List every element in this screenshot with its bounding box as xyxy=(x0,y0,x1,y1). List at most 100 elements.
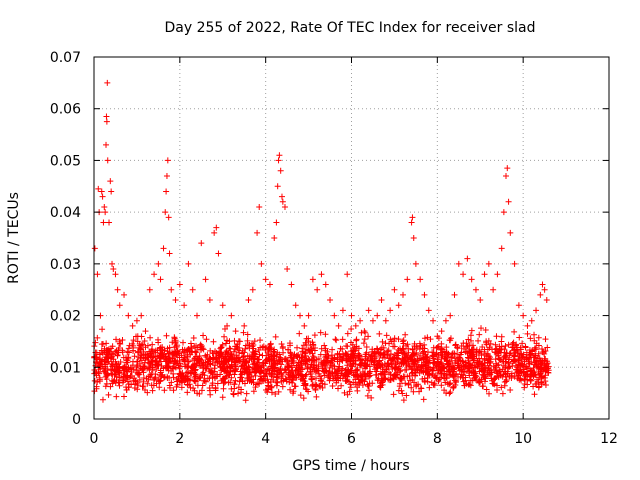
grid-lines xyxy=(94,57,609,419)
data-point-cloud xyxy=(169,349,176,356)
data-point-cloud xyxy=(476,358,483,365)
data-point-cloud xyxy=(227,368,234,375)
data-point-cloud xyxy=(392,365,399,372)
data-point-cloud xyxy=(108,367,115,374)
data-point-cloud xyxy=(447,389,454,396)
data-point-cloud xyxy=(246,372,253,379)
data-point-cloud xyxy=(206,375,213,382)
data-point-cloud xyxy=(525,360,532,367)
data-point-cloud xyxy=(189,357,196,364)
data-point-cloud xyxy=(154,363,161,370)
data-point-cloud xyxy=(477,378,484,385)
data-point-cloud xyxy=(144,389,151,396)
data-point-cloud xyxy=(339,345,346,352)
data-point xyxy=(494,271,501,278)
data-point-cloud xyxy=(397,367,404,374)
data-point-cloud xyxy=(408,384,415,391)
data-point xyxy=(301,322,308,329)
data-point xyxy=(157,276,164,283)
data-point-cloud xyxy=(157,344,164,351)
data-point xyxy=(374,312,381,319)
data-point xyxy=(102,209,109,216)
data-point-cloud xyxy=(203,336,210,343)
data-point-cloud xyxy=(241,349,248,356)
data-point-cloud xyxy=(399,390,406,397)
data-point-cloud xyxy=(254,380,261,387)
data-point-cloud xyxy=(397,375,404,382)
data-point-cloud xyxy=(311,332,318,339)
data-point-cloud xyxy=(498,343,505,350)
data-point-cloud xyxy=(198,343,205,350)
data-point-cloud xyxy=(431,380,438,387)
data-point-cloud xyxy=(277,366,284,373)
data-point-cloud xyxy=(476,331,483,338)
data-point-cloud xyxy=(443,373,450,380)
data-point-cloud xyxy=(176,365,183,372)
data-point-cloud xyxy=(153,380,160,387)
data-point-cloud xyxy=(402,352,409,359)
data-point-cloud xyxy=(530,372,537,379)
data-point xyxy=(138,312,145,319)
data-point-cloud xyxy=(333,379,340,386)
data-point-cloud xyxy=(281,367,288,374)
data-point xyxy=(447,312,454,319)
data-point-cloud xyxy=(131,375,138,382)
data-point-cloud xyxy=(447,380,454,387)
data-point xyxy=(543,297,550,304)
data-point-cloud xyxy=(307,369,314,376)
data-point-cloud xyxy=(279,343,286,350)
data-point-cloud xyxy=(218,344,225,351)
data-point-cloud xyxy=(246,364,253,371)
data-point xyxy=(151,271,158,278)
data-point-cloud xyxy=(466,363,473,370)
data-point-cloud xyxy=(187,351,194,358)
data-point-cloud xyxy=(406,363,413,370)
data-point xyxy=(133,317,140,324)
data-point-cloud xyxy=(194,390,201,397)
data-point-cloud xyxy=(184,389,191,396)
data-point-cloud xyxy=(393,364,400,371)
data-point-cloud xyxy=(262,344,269,351)
data-point xyxy=(103,118,110,125)
data-point-cloud xyxy=(450,383,457,390)
data-point-cloud xyxy=(299,350,306,357)
data-point xyxy=(241,322,248,329)
data-point-cloud xyxy=(110,356,117,363)
data-point-cloud xyxy=(483,338,490,345)
data-point-cloud xyxy=(297,392,304,399)
data-point-cloud xyxy=(179,373,186,380)
data-point-cloud xyxy=(299,365,306,372)
data-point-cloud xyxy=(113,377,120,384)
data-point-cloud xyxy=(109,363,116,370)
data-point xyxy=(275,157,282,164)
data-point-cloud xyxy=(459,357,466,364)
data-point-cloud xyxy=(244,342,251,349)
data-point-cloud xyxy=(453,377,460,384)
data-point-cloud xyxy=(206,384,213,391)
data-point xyxy=(232,328,239,335)
data-point-cloud xyxy=(442,379,449,386)
data-point-cloud xyxy=(497,372,504,379)
data-point-cloud xyxy=(430,360,437,367)
data-point-cloud xyxy=(166,382,173,389)
data-point-cloud xyxy=(294,354,301,361)
data-point-cloud xyxy=(265,351,272,358)
data-point-cloud xyxy=(414,355,421,362)
data-point-cloud xyxy=(202,352,209,359)
data-point-cloud xyxy=(352,376,359,383)
data-point-cloud xyxy=(283,378,290,385)
data-point-cloud xyxy=(495,352,502,359)
data-point-cloud xyxy=(485,371,492,378)
data-point-cloud xyxy=(256,380,263,387)
data-point-cloud xyxy=(238,363,245,370)
data-point-cloud xyxy=(391,351,398,358)
data-point-cloud xyxy=(333,337,340,344)
data-point-cloud xyxy=(466,348,473,355)
data-point-cloud xyxy=(127,372,134,379)
data-point xyxy=(472,286,479,293)
data-point-cloud xyxy=(218,359,225,366)
data-point-cloud xyxy=(350,357,357,364)
data-point-cloud xyxy=(416,388,423,395)
data-point-cloud xyxy=(428,379,435,386)
data-point xyxy=(155,260,162,267)
